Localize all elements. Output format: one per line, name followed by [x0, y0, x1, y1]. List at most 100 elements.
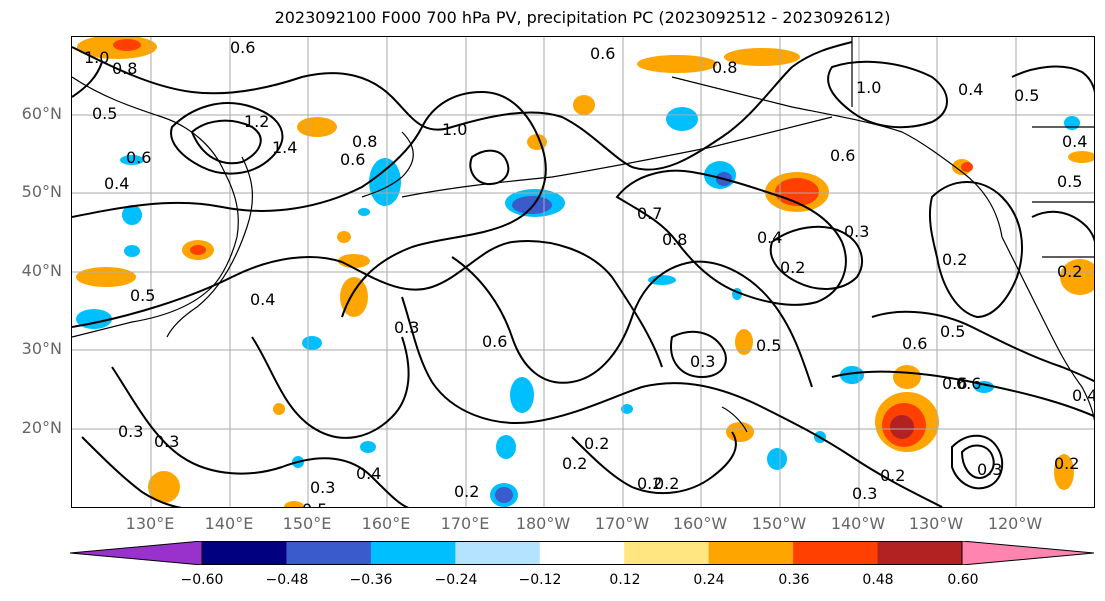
contour-label: 0.7	[637, 204, 662, 223]
precip-patch	[767, 448, 787, 470]
lon-label-120w: 120°W	[987, 514, 1043, 533]
contour-label: 0.8	[712, 58, 737, 77]
precip-patch	[369, 158, 401, 206]
colorbar-tick: −0.60	[180, 572, 224, 588]
pv-contour	[469, 149, 510, 186]
precip-patch	[637, 55, 717, 73]
contour-label: 0.5	[940, 322, 965, 341]
colorbar-cell	[539, 541, 625, 565]
contour-label: 0.2	[562, 454, 587, 473]
lat-label-50n: 50°N	[21, 182, 62, 201]
coastline-hawaii	[721, 406, 748, 433]
precip-patch	[113, 39, 141, 51]
colorbar-tick: 0.12	[609, 572, 641, 588]
lon-label-130e: 130°E	[125, 514, 175, 533]
colorbar-cell	[202, 541, 287, 565]
map-panel: 1.0 0.8 0.6 0.5 0.4 1.2 1.4 0.6 0.6 1.0 …	[71, 36, 1095, 508]
precip-patch	[666, 107, 698, 131]
contour-label: 1.0	[856, 78, 881, 97]
contour-label: 0.5	[92, 104, 117, 123]
lat-label-40n: 40°N	[21, 261, 62, 280]
lat-label-60n: 60°N	[21, 104, 62, 123]
lon-label-130w: 130°W	[908, 514, 964, 533]
contour-label: 0.4	[757, 228, 782, 247]
pv-contour	[72, 41, 853, 171]
precip-patch	[726, 422, 754, 442]
colorbar-tick: 0.60	[947, 572, 979, 588]
contour-label: 0.4	[104, 174, 129, 193]
colorbar-cell	[793, 541, 879, 565]
precip-patch	[573, 95, 595, 115]
colorbar-tick: −0.24	[434, 572, 478, 588]
precip-patch	[961, 162, 973, 172]
pv-contour	[72, 90, 547, 318]
contour-label: 0.6	[956, 374, 981, 393]
colorbar-cell	[962, 541, 1094, 565]
coastline-aleutians	[401, 116, 833, 198]
colorbar-cell	[624, 541, 710, 565]
pv-contour	[170, 102, 284, 175]
contour-label: 0.4	[1072, 386, 1095, 405]
lon-label-150e: 150°E	[282, 514, 332, 533]
precip-patch	[360, 441, 376, 453]
contour-label: 0.3	[690, 352, 715, 371]
precip-patch	[337, 231, 351, 243]
precip-patch	[1060, 259, 1094, 295]
precip-patch	[512, 196, 552, 214]
pv-contour	[831, 370, 1094, 418]
precip-patch	[890, 415, 914, 439]
contour-label: 0.6	[942, 374, 967, 393]
precip-patch	[284, 501, 304, 507]
contour-label: 1.2	[244, 112, 269, 131]
pv-contours	[72, 41, 1094, 507]
contour-label: 0.8	[112, 59, 137, 78]
contour-label: 0.2	[654, 474, 679, 493]
contour-label: 0.2	[942, 250, 967, 269]
lon-label-150w: 150°W	[751, 514, 807, 533]
precip-patch	[1068, 151, 1094, 163]
contour-label: 0.4	[958, 80, 983, 99]
colorbar	[70, 541, 1094, 565]
colorbar-cell	[370, 541, 456, 565]
contour-label: 0.5	[1057, 172, 1082, 191]
contour-label: 0.8	[352, 132, 377, 151]
colorbar-cell	[877, 541, 963, 565]
pv-contour	[81, 436, 183, 507]
precip-patch	[148, 471, 180, 503]
pv-contour	[951, 434, 1004, 490]
pv-contour	[401, 296, 943, 507]
contour-label: 0.3	[154, 432, 179, 451]
colorbar-tick: −0.12	[518, 572, 562, 588]
precip-patch	[190, 245, 206, 255]
contour-label: 0.5	[302, 500, 327, 508]
pv-contour	[615, 169, 847, 306]
precip-patch	[510, 377, 534, 413]
pv-contour	[1031, 210, 1094, 243]
pv-contour	[670, 330, 727, 379]
contour-label: 0.2	[637, 474, 662, 493]
precipitation-shading	[76, 37, 1094, 507]
pv-contour	[769, 225, 863, 290]
contour-labels: 1.0 0.8 0.6 0.5 0.4 1.2 1.4 0.6 0.6 1.0 …	[84, 38, 1095, 508]
contour-label: 0.2	[584, 434, 609, 453]
lon-label-180w: 180°W	[515, 514, 571, 533]
precip-patch	[120, 155, 144, 165]
precip-patch	[76, 267, 136, 287]
contour-label: 0.6	[902, 334, 927, 353]
precip-patch	[1064, 116, 1080, 130]
pv-contour	[451, 256, 813, 388]
precip-patch	[124, 245, 140, 257]
precip-patch	[122, 205, 142, 225]
pv-contour	[1011, 65, 1094, 94]
precip-patch	[495, 487, 513, 503]
pv-contour	[111, 366, 409, 507]
lon-label-170w: 170°W	[594, 514, 650, 533]
border-line	[851, 37, 1094, 258]
lon-label-160e: 160°E	[361, 514, 411, 533]
lat-label-20n: 20°N	[21, 418, 62, 437]
contour-label: 0.5	[1014, 86, 1039, 105]
coastline-north-america	[1001, 236, 1094, 422]
coastline-asia	[72, 76, 239, 338]
contour-label: 0.3	[118, 422, 143, 441]
contour-label: 0.8	[662, 230, 687, 249]
